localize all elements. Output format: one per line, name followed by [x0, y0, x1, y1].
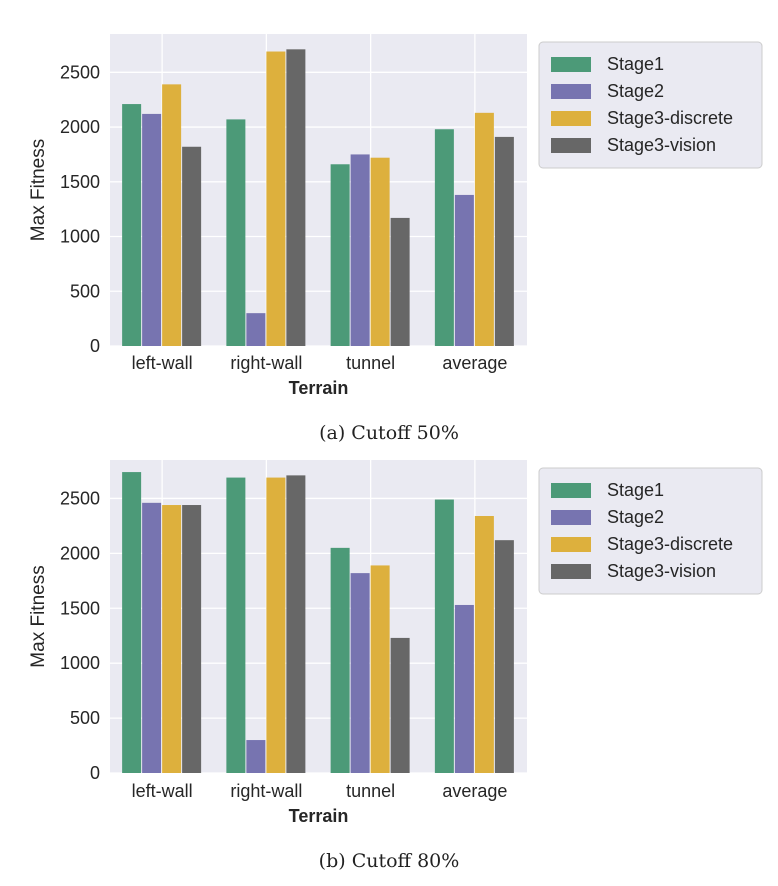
- bar-stage1-average: [434, 499, 454, 773]
- x-tick-label: left-wall: [132, 353, 193, 373]
- bar-stage3-discrete-right-wall: [266, 477, 286, 773]
- y-tick-label: 1000: [60, 227, 100, 247]
- y-tick-label: 2500: [60, 62, 100, 82]
- legend-swatch: [551, 57, 591, 72]
- y-tick-label: 2000: [60, 543, 100, 563]
- bar-stage1-right-wall: [226, 477, 246, 773]
- legend-label: Stage3-vision: [607, 135, 716, 155]
- x-tick-label: left-wall: [132, 781, 193, 801]
- legend-label: Stage1: [607, 54, 664, 74]
- bar-stage3-vision-tunnel: [390, 217, 410, 346]
- bar-stage1-tunnel: [330, 164, 350, 346]
- x-tick-label: right-wall: [230, 781, 302, 801]
- figure-b: 0 500 1000 1500 2000 2500 left-wall right-wall t…: [0, 450, 778, 886]
- y-tick-label: 500: [70, 708, 100, 728]
- legend-label: Stage3-discrete: [607, 534, 733, 554]
- legend: [538, 467, 763, 595]
- legend-swatch: [551, 564, 591, 579]
- bar-stage3-vision-tunnel: [390, 637, 410, 773]
- caption-a: (a) Cutoff 50%: [319, 422, 459, 444]
- legend-swatch: [551, 84, 591, 99]
- bar-stage1-left-wall: [122, 472, 142, 773]
- y-tick-label: 1500: [60, 172, 100, 192]
- bar-stage3-vision-average: [494, 540, 514, 773]
- legend-swatch: [551, 483, 591, 498]
- x-tick-label: right-wall: [230, 353, 302, 373]
- legend-swatch: [551, 111, 591, 126]
- y-axis-label: Max Fitness: [28, 139, 49, 241]
- x-tick-label: average: [442, 353, 507, 373]
- y-tick-label: 2000: [60, 117, 100, 137]
- bar-stage3-discrete-average: [474, 112, 494, 347]
- bar-stage3-vision-right-wall: [286, 49, 306, 346]
- caption-b: (b) Cutoff 80%: [318, 850, 460, 872]
- chart-b: 0 500 1000 1500 2000 2500 left-wall right-wall t…: [28, 460, 763, 826]
- bar-stage3-vision-left-wall: [182, 505, 202, 773]
- bar-stage2-right-wall: [246, 313, 266, 346]
- chart-a: 0 500 1000 1500 2000 2500 left-wall right-wall t…: [28, 34, 763, 398]
- y-tick-label: 0: [90, 763, 100, 783]
- x-tick-label: tunnel: [346, 353, 395, 373]
- bar-stage3-discrete-average: [474, 516, 494, 773]
- bar-stage2-average: [454, 604, 474, 773]
- x-axis-label: Terrain: [289, 378, 349, 398]
- y-tick-label: 2500: [60, 488, 100, 508]
- y-tick-label: 0: [90, 336, 100, 356]
- figure-a: 0 500 1000 1500 2000 2500 left-wall right-wall t…: [28, 34, 763, 444]
- bar-stage3-vision-average: [494, 136, 514, 346]
- bar-stage3-discrete-right-wall: [266, 51, 286, 347]
- bar-stage3-discrete-tunnel: [370, 157, 390, 346]
- x-tick-label: average: [442, 781, 507, 801]
- bar-stage1-average: [434, 129, 454, 346]
- bar-stage3-discrete-left-wall: [162, 505, 182, 773]
- bar-stage1-tunnel: [330, 547, 350, 773]
- bar-stage2-average: [454, 194, 474, 346]
- x-tick-label: tunnel: [346, 781, 395, 801]
- bar-stage3-vision-left-wall: [182, 146, 202, 346]
- x-axis-label: Terrain: [289, 806, 349, 826]
- legend-label: Stage3-discrete: [607, 108, 733, 128]
- legend-label: Stage3-vision: [607, 561, 716, 581]
- bar-stage3-discrete-tunnel: [370, 565, 390, 773]
- bar-stage2-left-wall: [142, 502, 162, 773]
- y-axis-label: Max Fitness: [28, 565, 49, 667]
- bar-stage1-right-wall: [226, 119, 246, 347]
- y-tick-label: 500: [70, 281, 100, 301]
- y-tick-label: 1000: [60, 653, 100, 673]
- bar-stage3-discrete-left-wall: [162, 84, 182, 346]
- legend-label: Stage2: [607, 81, 664, 101]
- bar-stage2-tunnel: [350, 573, 370, 773]
- bar-stage2-left-wall: [142, 113, 162, 346]
- bar-stage3-vision-right-wall: [286, 475, 306, 773]
- legend-label: Stage1: [607, 480, 664, 500]
- legend-label: Stage2: [607, 507, 664, 527]
- bar-stage1-left-wall: [122, 104, 142, 346]
- legend-swatch: [551, 510, 591, 525]
- legend-swatch: [551, 537, 591, 552]
- bar-stage2-tunnel: [350, 154, 370, 346]
- legend-swatch: [551, 138, 591, 153]
- bar-stage2-right-wall: [246, 740, 266, 773]
- y-tick-label: 1500: [60, 598, 100, 618]
- legend: [538, 41, 763, 169]
